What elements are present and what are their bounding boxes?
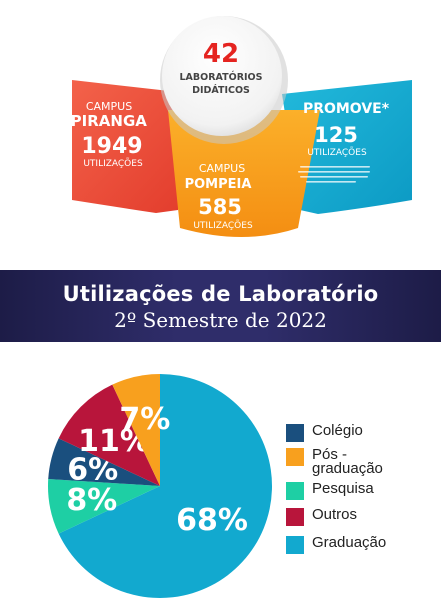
legend-swatch (286, 536, 304, 554)
pompeia-name: POMPEIA (185, 177, 252, 192)
ipiranga-campus-label: CAMPUS (86, 100, 132, 113)
promove-value: 125 (314, 123, 358, 147)
chart-subtitle: 2º Semestre de 2022 (114, 308, 327, 332)
pie-label-pos-graduacao: 7% (119, 402, 170, 437)
pie-slice-pos-graduacao (112, 374, 160, 486)
pie-chart: 68%8%6%11%7% (47, 374, 273, 598)
promove-footnote-lines (298, 166, 370, 183)
ipiranga-name: IPIRANGA (65, 112, 147, 130)
legend-label: Pós - graduação (312, 446, 383, 477)
legend-label: Graduação (312, 534, 387, 551)
ipiranga-unit: UTILIZAÇÕES (83, 157, 143, 169)
legend-label: Pesquisa (312, 480, 374, 497)
pie-label-pesquisa: 8% (66, 483, 117, 518)
pompeia-campus-label: CAMPUS (199, 162, 245, 175)
legend-item-pesquisa: Pesquisa (286, 480, 422, 500)
legend-swatch (286, 508, 304, 526)
labs-infographic: 42 LABORATÓRIOS DIDÁTICOS CAMPUS IPIRANG… (65, 16, 412, 237)
chart-title-banner: Utilizações de Laboratório 2º Semestre d… (0, 270, 441, 342)
pompeia-value: 585 (198, 195, 242, 219)
pie-slice-pesquisa (47, 478, 160, 534)
pompeia-unit: UTILIZAÇÕES (193, 219, 253, 231)
legend-item-outros: Outros (286, 506, 422, 526)
labs-label-line1: LABORATÓRIOS (180, 71, 263, 83)
pie-slice-outros (58, 384, 160, 486)
pompeia-segment (168, 110, 320, 237)
legend-label: Colégio (312, 422, 363, 439)
chart-title: Utilizações de Laboratório (62, 282, 379, 306)
legend-item-graduacao: Graduação (286, 534, 422, 554)
center-circle (162, 16, 282, 136)
labs-count: 42 (203, 39, 239, 69)
ipiranga-segment (72, 80, 196, 213)
promove-name: PROMOVE* (303, 101, 390, 117)
legend-swatch (286, 448, 304, 466)
pie-label-graduacao: 68% (176, 503, 248, 538)
ipiranga-value: 1949 (81, 134, 142, 159)
legend-item-colegio: Colégio (286, 422, 422, 442)
pie-slice-graduacao (58, 374, 273, 598)
labs-label-line2: DIDÁTICOS (192, 84, 250, 96)
promove-unit: UTILIZAÇÕES (307, 146, 367, 158)
legend-swatch (286, 482, 304, 500)
legend-label: Outros (312, 506, 358, 523)
legend-item-pos-graduacao: Pós - graduação (286, 446, 422, 477)
pie-slice-colegio (48, 438, 160, 486)
legend-swatch (286, 424, 304, 442)
